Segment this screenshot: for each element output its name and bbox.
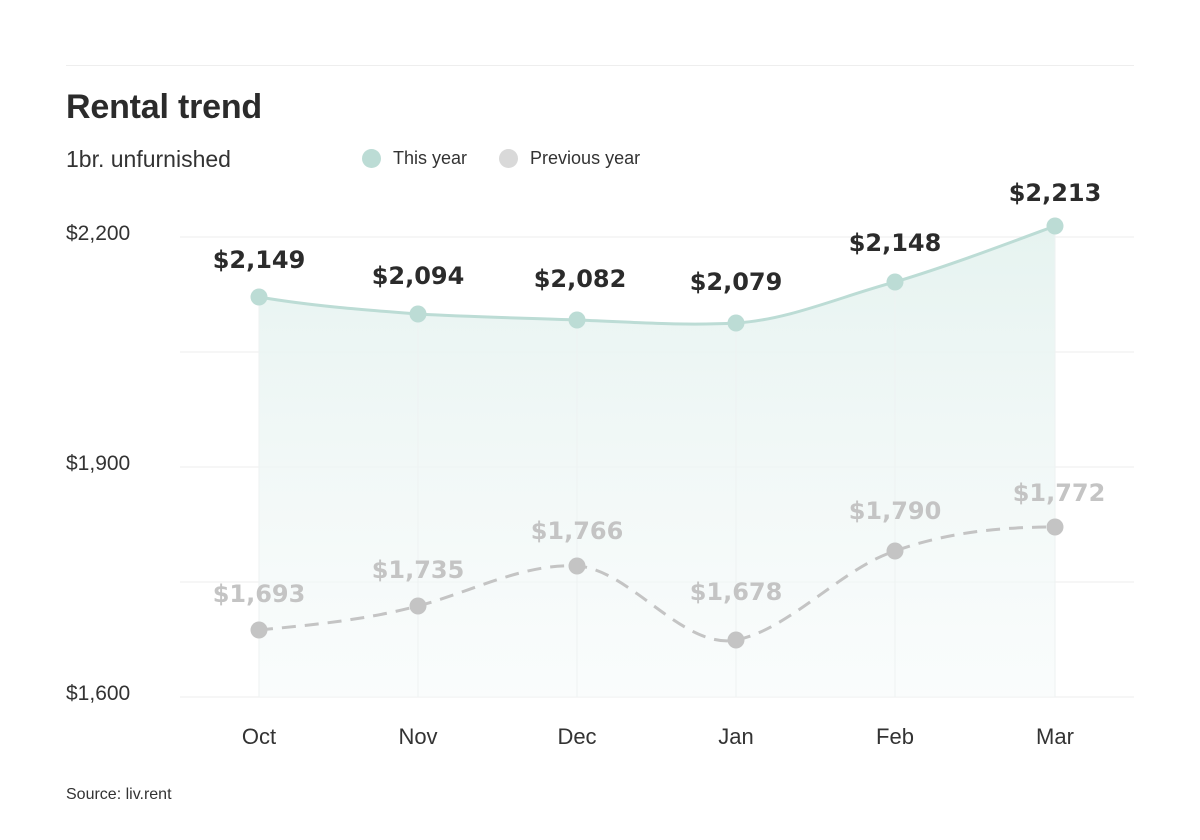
legend-dot-icon: [499, 149, 519, 168]
legend: This year Previous year: [362, 148, 672, 169]
x-tick: Feb: [876, 724, 914, 749]
data-point[interactable]: [409, 597, 427, 615]
this-year-area: [259, 226, 1055, 697]
data-point[interactable]: [886, 542, 904, 560]
data-label: $1,693: [213, 580, 306, 608]
data-label: $1,790: [849, 497, 942, 525]
data-point[interactable]: [568, 557, 586, 575]
data-label: $1,766: [531, 517, 624, 545]
data-label: $2,148: [849, 229, 942, 257]
chart-title: Rental trend: [66, 88, 262, 126]
data-label: $2,079: [690, 268, 783, 296]
this-year-labels: $2,149 $2,094 $2,082 $2,079 $2,148 $2,21…: [213, 179, 1102, 296]
data-label: $1,678: [690, 578, 783, 606]
chart-subtitle: 1br. unfurnished: [66, 146, 231, 172]
x-tick: Oct: [241, 724, 277, 749]
previous-year-labels: $1,693 $1,735 $1,766 $1,678 $1,790 $1,77…: [213, 479, 1106, 608]
previous-year-points: [250, 518, 1064, 649]
legend-item-previous-year: Previous year: [499, 148, 640, 169]
data-label: $1,735: [372, 556, 465, 584]
previous-year-line: [258, 525, 1056, 643]
data-point[interactable]: [250, 288, 268, 306]
data-point[interactable]: [1046, 518, 1064, 536]
legend-dot-icon: [362, 149, 381, 168]
data-point[interactable]: [727, 314, 745, 332]
data-point[interactable]: [1046, 217, 1064, 235]
x-tick: Dec: [557, 724, 597, 749]
data-point[interactable]: [409, 305, 427, 323]
top-divider: [66, 65, 1134, 66]
legend-label: Previous year: [530, 148, 641, 168]
y-tick: $1,600: [66, 682, 131, 705]
data-point[interactable]: [886, 273, 904, 291]
data-point[interactable]: [568, 311, 586, 329]
this-year-line: [258, 224, 1056, 326]
data-label: $2,082: [534, 265, 627, 293]
x-tick: Jan: [718, 724, 754, 749]
data-label: $2,213: [1009, 179, 1102, 207]
data-label: $2,149: [213, 246, 306, 274]
legend-label: This year: [393, 148, 468, 168]
data-point[interactable]: [250, 621, 268, 639]
y-tick: $1,900: [66, 452, 131, 475]
y-tick: $2,200: [66, 222, 131, 245]
data-label: $1,772: [1013, 479, 1106, 507]
x-tick: Nov: [398, 724, 438, 749]
source-note: Source: liv.rent: [66, 786, 172, 803]
data-point[interactable]: [727, 631, 745, 649]
x-tick: Mar: [1036, 724, 1074, 749]
this-year-points: [250, 217, 1064, 332]
data-label: $2,094: [372, 262, 465, 290]
legend-item-this-year: This year: [362, 148, 467, 169]
